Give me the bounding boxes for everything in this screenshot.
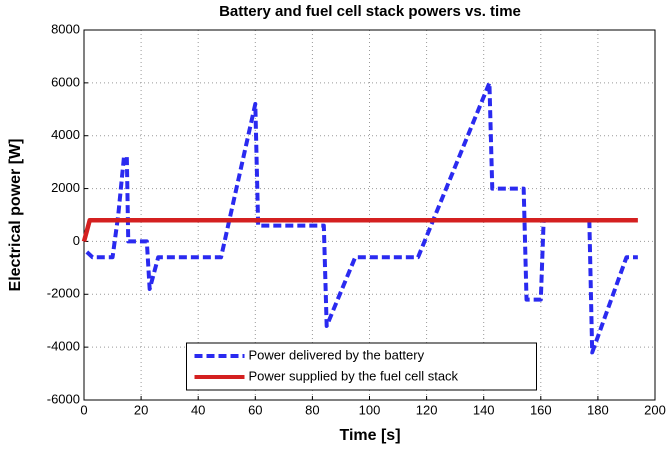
- x-tick-label: 120: [416, 402, 438, 417]
- series-line: [85, 80, 638, 355]
- x-tick-label: 0: [80, 402, 87, 417]
- x-tick-label: 60: [248, 402, 262, 417]
- y-tick-label: 6000: [51, 74, 80, 89]
- y-tick-label: 4000: [51, 127, 80, 142]
- x-tick-label: 40: [191, 402, 205, 417]
- x-tick-label: 160: [530, 402, 552, 417]
- x-tick-label: 140: [473, 402, 495, 417]
- chart-title: Battery and fuel cell stack powers vs. t…: [219, 3, 521, 20]
- y-axis-label: Electrical power [W]: [7, 139, 24, 292]
- legend-label: Power supplied by the fuel cell stack: [249, 368, 459, 383]
- y-tick-label: -4000: [47, 339, 80, 354]
- x-tick-label: 200: [644, 402, 666, 417]
- y-tick-label: 8000: [51, 21, 80, 36]
- x-tick-label: 20: [134, 402, 148, 417]
- plot-frame: [83, 29, 656, 401]
- y-tick-label: -6000: [47, 391, 80, 406]
- y-tick-label: -2000: [47, 286, 80, 301]
- series-line: [81, 218, 638, 243]
- x-tick-label: 80: [305, 402, 319, 417]
- legend-label: Power delivered by the battery: [249, 347, 425, 362]
- y-tick-label: 0: [73, 233, 80, 248]
- legend-box: [186, 342, 537, 391]
- x-tick-label: 180: [587, 402, 609, 417]
- y-tick-label: 2000: [51, 180, 80, 195]
- x-axis-label: Time [s]: [339, 427, 400, 444]
- x-tick-label: 100: [359, 402, 381, 417]
